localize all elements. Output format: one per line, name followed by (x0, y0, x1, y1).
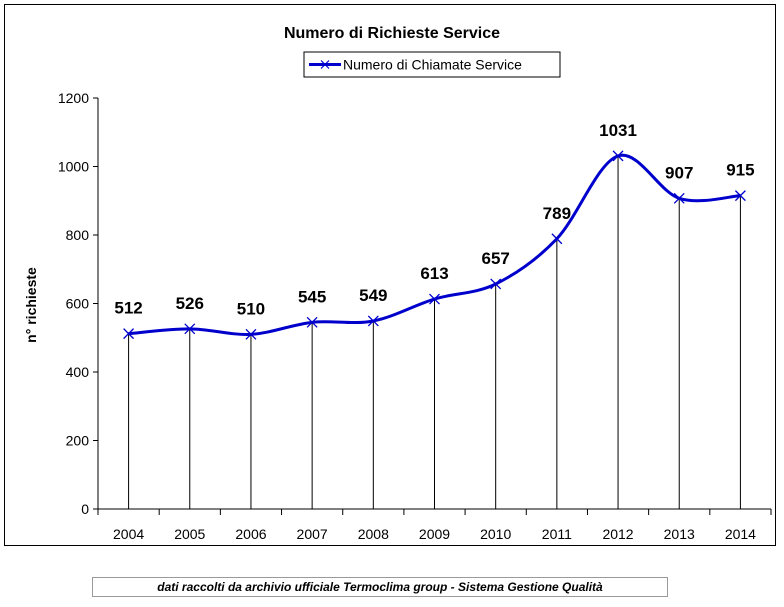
series-line (128, 153, 741, 336)
data-label: 549 (359, 286, 387, 305)
data-label: 510 (237, 299, 265, 318)
drop-lines (128, 155, 741, 509)
markers (123, 150, 746, 340)
data-label: 789 (543, 204, 571, 223)
legend-marker (320, 60, 330, 69)
legend-box (303, 51, 561, 78)
data-label: 1031 (599, 121, 637, 140)
y-tick-label: 400 (66, 364, 90, 380)
x-tick-label: 2013 (664, 526, 695, 542)
x-tick-label: 2005 (174, 526, 205, 542)
y-tick-label: 600 (66, 296, 90, 312)
chart-frame (4, 4, 776, 546)
x-tick-label: 2014 (725, 526, 756, 542)
data-point-marker (734, 190, 746, 202)
data-point-marker (551, 233, 563, 245)
legend: Numero di Chiamate Service (303, 51, 561, 78)
data-label: 512 (114, 299, 142, 318)
x-tick-label: 2008 (358, 526, 389, 542)
data-point-marker (367, 315, 379, 327)
tick-labels: 0 200 400 600 800 1000 1200 2004 2005 2006 2007 200… (58, 90, 756, 542)
y-tick-label: 800 (66, 227, 90, 243)
data-point-marker (673, 192, 685, 204)
data-point-marker (490, 278, 502, 290)
x-tick-label: 2012 (602, 526, 633, 542)
series (128, 153, 741, 336)
y-tick-label: 200 (66, 433, 90, 449)
legend-label: Numero di Chiamate Service (343, 57, 522, 73)
y-axis-title: n° richieste (23, 267, 39, 343)
data-point-marker (123, 328, 135, 340)
data-point-marker (184, 323, 196, 335)
chart-title: Numero di Richieste Service (284, 25, 500, 42)
data-label: 915 (726, 161, 754, 180)
data-label: 613 (420, 264, 448, 283)
y-tick-label: 1000 (58, 159, 89, 175)
y-tick-label: 0 (81, 501, 89, 517)
x-tick-label: 2009 (419, 526, 450, 542)
data-label: 657 (481, 249, 509, 268)
data-label: 545 (298, 287, 326, 306)
x-tick-label: 2010 (480, 526, 511, 542)
x-tick-label: 2004 (113, 526, 144, 542)
footer-note: dati raccolti da archivio ufficiale Term… (92, 577, 668, 597)
data-point-marker (612, 150, 624, 162)
data-label: 526 (176, 294, 204, 313)
data-point-marker (306, 316, 318, 328)
x-tick-label: 2007 (297, 526, 328, 542)
data-label: 907 (665, 163, 693, 182)
x-tick-label: 2006 (235, 526, 266, 542)
y-tick-label: 1200 (58, 90, 89, 106)
data-point-marker (429, 293, 440, 305)
data-point-marker (245, 328, 257, 340)
x-tick-label: 2011 (542, 526, 572, 542)
data-labels: 512 526 510 545 549 613 657 789 1031 907 915 (114, 121, 754, 318)
